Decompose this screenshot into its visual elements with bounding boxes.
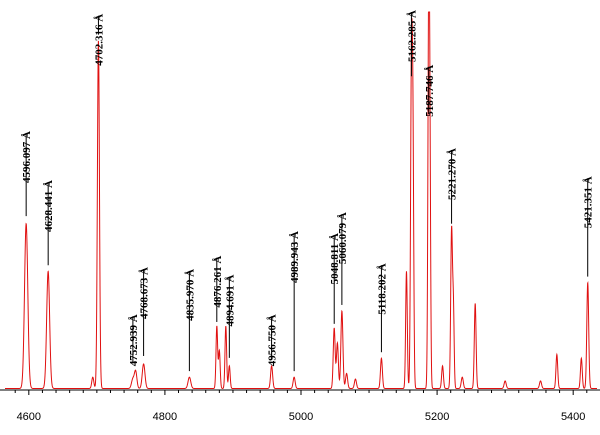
x-tick-label: 4600	[17, 411, 41, 423]
annotation-label: 4752.939 Å	[128, 314, 140, 366]
annotation-label: 5421.351 Å	[583, 176, 595, 228]
plot-area	[5, 11, 597, 389]
annotation-label: 4989.943 Å	[289, 231, 301, 283]
annotation-label: 5060.079 Å	[337, 212, 349, 264]
annotation-label: 5048.811 Å	[329, 233, 341, 284]
x-tick-label: 5400	[561, 411, 585, 423]
annotation-label: 4956.750 Å	[267, 314, 279, 366]
x-tick-label: 5200	[425, 411, 449, 423]
spectrum-line	[5, 11, 597, 389]
x-axis: 4600 4800 5000 5200 5400	[0, 389, 600, 423]
line-annotations: 4596.097 Å 4628.441 Å 4702.316 Å 4752.939 Å…	[21, 10, 595, 372]
annotation-label: 4894.691 Å	[224, 275, 236, 327]
annotation-label: 4702.316 Å	[93, 14, 105, 66]
annotation-label: 4876.261 Å	[212, 256, 224, 308]
annotation-label: 5118.202 Å	[376, 263, 388, 314]
x-tick-label: 5000	[289, 411, 313, 423]
annotation-label: 4628.441 Å	[43, 180, 55, 232]
annotation-label: 5221.270 Å	[447, 148, 459, 200]
annotation-label: 4596.097 Å	[21, 131, 33, 183]
annotation-label: 4835.970 Å	[184, 269, 196, 321]
annotation-label: 5187.746 Å	[424, 65, 436, 117]
x-tick-label: 4800	[153, 411, 177, 423]
annotation-label: 4768.673 Å	[139, 267, 151, 319]
annotation-label: 5162.285 Å	[406, 10, 418, 62]
